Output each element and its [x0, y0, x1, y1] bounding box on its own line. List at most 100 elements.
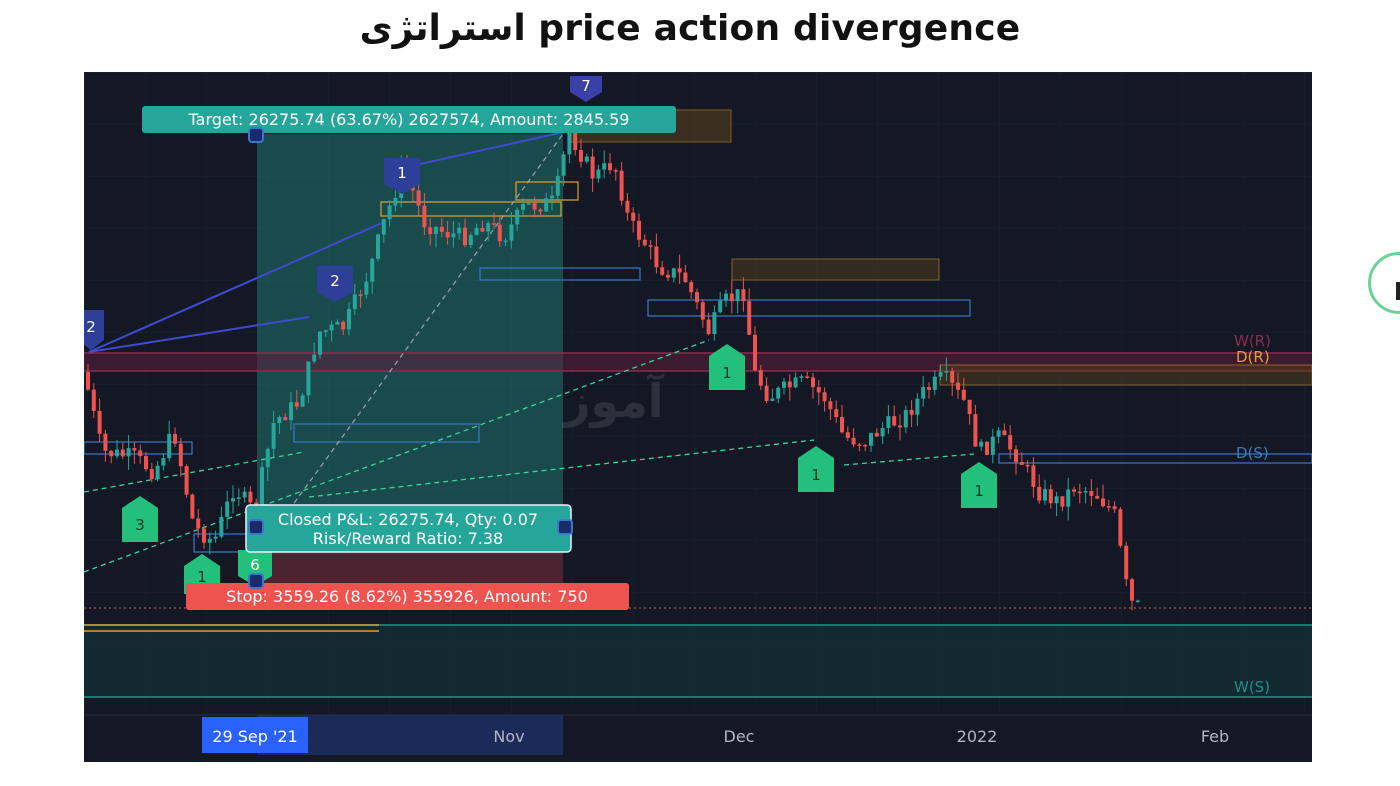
signal-marker[interactable]	[317, 266, 353, 302]
candle-body	[1106, 506, 1111, 508]
target-handle[interactable]	[248, 127, 264, 143]
candle-body	[741, 289, 746, 302]
candle-body	[1019, 462, 1024, 465]
candle-body	[625, 200, 630, 213]
candle-body	[956, 382, 960, 390]
candle-body	[927, 387, 931, 390]
side-button-icon	[1396, 282, 1400, 300]
signal-marker-label: 1	[397, 164, 407, 182]
candle-body	[608, 163, 612, 171]
candle-body	[260, 467, 264, 507]
candle-body	[1118, 509, 1123, 546]
candle-body	[1043, 489, 1047, 501]
candle-body	[967, 399, 972, 415]
candle-body	[840, 416, 844, 433]
candle-body	[683, 272, 688, 283]
candle-body	[776, 387, 781, 399]
signal-marker-label: 3	[135, 516, 145, 534]
candle-body	[1089, 491, 1094, 496]
candle-body	[915, 398, 920, 415]
entry-handle-left[interactable]	[248, 519, 264, 535]
page-title: استراتژی price action divergence	[359, 8, 1021, 49]
candle-body	[86, 372, 90, 390]
candle-body	[950, 371, 955, 383]
candle-body	[706, 319, 711, 335]
stop-handle[interactable]	[248, 573, 264, 589]
demand-zone-3	[293, 423, 480, 443]
candle-body	[428, 227, 433, 234]
candle-body	[138, 450, 143, 457]
target-label-bg	[142, 106, 676, 133]
signal-marker[interactable]	[84, 310, 104, 350]
signal-marker[interactable]	[798, 446, 834, 492]
candle-body	[120, 449, 125, 457]
candle-body	[178, 443, 183, 467]
candle-body	[341, 321, 346, 330]
candle-body	[724, 293, 728, 301]
candle-body	[1037, 486, 1042, 501]
candle-body	[770, 398, 775, 402]
candle-body	[602, 163, 607, 170]
candle-body	[463, 227, 467, 246]
candle-body	[335, 321, 340, 325]
candle-body	[173, 434, 177, 444]
candle-body	[944, 371, 949, 373]
candle-body	[248, 491, 253, 503]
candle-body	[532, 203, 537, 210]
candle-body	[1002, 430, 1007, 436]
demand-zone-2	[647, 299, 971, 317]
candle-body	[990, 436, 995, 455]
candle-body	[787, 381, 792, 388]
candle-body	[695, 292, 699, 303]
signal-marker[interactable]	[384, 158, 420, 194]
candle-body	[1130, 579, 1134, 601]
candle-body	[370, 258, 375, 282]
signal-marker[interactable]	[570, 76, 602, 102]
candle-body	[393, 197, 398, 206]
candle-body	[666, 274, 670, 278]
candle-body	[144, 456, 148, 470]
signal-marker[interactable]	[122, 496, 158, 542]
candle-body	[816, 387, 821, 393]
candle-body	[381, 219, 386, 235]
candle-body	[799, 376, 804, 378]
candle-body	[515, 209, 520, 225]
candle-body	[103, 433, 108, 451]
candle-body	[700, 302, 705, 320]
candle-body	[718, 300, 723, 313]
candle-body	[126, 448, 131, 457]
candle-body	[1048, 489, 1053, 504]
signal-marker[interactable]	[709, 344, 745, 390]
dashed-trend-2	[84, 451, 305, 493]
candle-body	[358, 294, 363, 296]
candle-body	[190, 494, 195, 519]
candle-body	[538, 209, 543, 212]
candle-body	[155, 465, 160, 480]
candle-body	[642, 239, 647, 246]
rr-label: Risk/Reward Ratio: 7.38	[313, 529, 503, 548]
candle-body	[1112, 506, 1117, 510]
signal-marker-label: 1	[197, 568, 207, 586]
candle-body	[277, 417, 282, 424]
candle-body	[898, 425, 902, 428]
candle-body	[613, 170, 618, 172]
candle-body	[132, 448, 137, 451]
signal-marker-label: 2	[330, 272, 340, 290]
candle-body	[555, 175, 560, 196]
level-label-wr: W(R)	[1234, 332, 1271, 350]
candle-body	[637, 220, 641, 240]
candle-body	[1025, 464, 1030, 467]
candle-body	[573, 132, 578, 151]
signal-marker[interactable]	[961, 462, 997, 508]
candle-body	[1124, 545, 1129, 580]
candle-body	[1072, 489, 1076, 492]
candle-body	[503, 240, 508, 243]
candles-group	[86, 119, 1140, 611]
entry-handle-right[interactable]	[557, 519, 573, 535]
candle-body	[434, 226, 438, 234]
candle-body	[312, 354, 317, 362]
candle-body	[805, 376, 810, 378]
candle-body	[869, 432, 873, 446]
